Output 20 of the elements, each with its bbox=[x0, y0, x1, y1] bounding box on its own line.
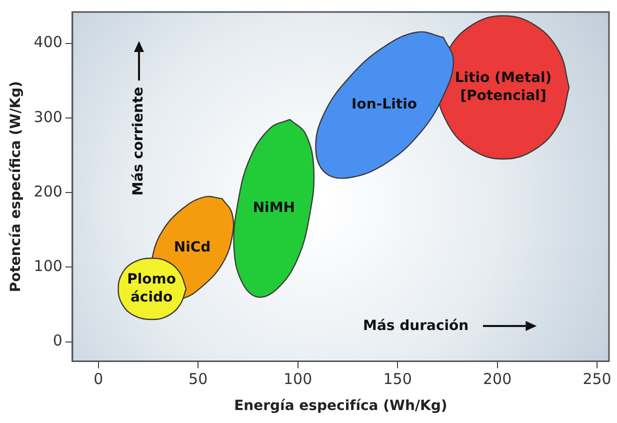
annotation: Más duración bbox=[363, 318, 469, 334]
series-label: NiCd bbox=[174, 239, 211, 256]
x-tick-label: 150 bbox=[383, 370, 412, 388]
y-tick-label: 200 bbox=[34, 182, 62, 200]
series-label: Plomo ácido bbox=[127, 271, 176, 306]
x-tick-label: 100 bbox=[284, 370, 312, 388]
x-tick-label: 200 bbox=[482, 370, 512, 388]
series-label: NiMH bbox=[252, 200, 295, 216]
x-tick-label: 0 bbox=[94, 370, 104, 388]
x-tick-label: 50 bbox=[188, 370, 208, 388]
x-axis-title: Energía especifíca (Wh/Kg) bbox=[234, 398, 448, 414]
x-tick-label: 250 bbox=[582, 370, 612, 388]
y-tick-label: 300 bbox=[34, 108, 62, 126]
y-tick-label: 0 bbox=[52, 332, 62, 350]
y-tick-label: 100 bbox=[34, 257, 62, 276]
series-label: Ion-Litio bbox=[352, 96, 418, 113]
annotation: Más corriente bbox=[130, 86, 147, 196]
y-axis-title: Potencía específica (W/Kg) bbox=[8, 81, 24, 292]
series-label: Litio (Metal) [Potencial] bbox=[454, 70, 552, 104]
y-tick-label: 400 bbox=[34, 33, 62, 52]
